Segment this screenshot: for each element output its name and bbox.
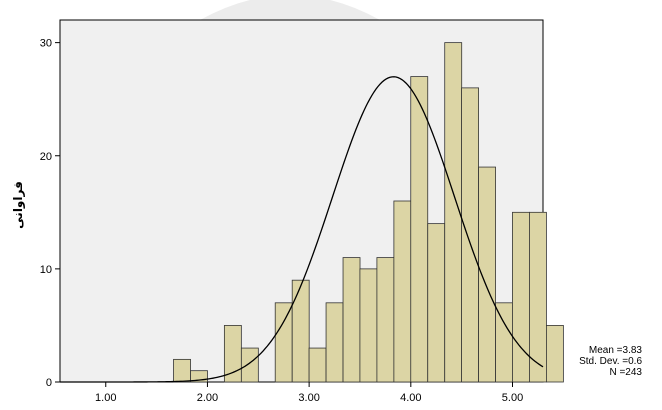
- plot-area-group: 0 10 20 30 1.00 2.00 3.00 4.00 5.00: [40, 19, 564, 404]
- histogram-bar: [461, 87, 479, 383]
- histogram-bar: [427, 223, 446, 383]
- histogram-bar: [274, 302, 293, 383]
- histogram-bar: [190, 370, 208, 383]
- histogram-bar: [325, 302, 344, 383]
- histogram-bar: [410, 76, 429, 383]
- x-tick-label: 3.00: [298, 392, 319, 404]
- mean-label: Mean =3.83: [588, 345, 642, 356]
- std-dev-label: Std. Dev. =0.6: [579, 356, 642, 367]
- y-tick-label: 10: [40, 264, 52, 276]
- histogram-bar: [223, 325, 242, 383]
- n-label: N =243: [609, 367, 642, 378]
- normal-curve: [60, 76, 544, 383]
- histogram-bar: [512, 211, 530, 383]
- y-tick-label: 20: [40, 151, 52, 163]
- y-axis-label-container: فراوانی: [5, 150, 31, 260]
- histogram-bar: [308, 347, 327, 383]
- y-axis-label: فراوانی: [11, 181, 25, 229]
- histogram-bar: [342, 257, 361, 383]
- histogram-bar: [359, 268, 378, 383]
- x-tick-label: 5.00: [502, 392, 523, 404]
- histogram-bar: [495, 302, 513, 383]
- x-tick-label: 2.00: [197, 392, 218, 404]
- histogram-bar: [529, 211, 547, 383]
- histogram-bar: [240, 347, 259, 383]
- y-tick-label: 30: [40, 38, 52, 50]
- histogram-bar: [478, 166, 496, 383]
- histogram-bar: [291, 279, 310, 383]
- histogram-bar: [393, 200, 412, 383]
- stats-legend: Mean =3.83 Std. Dev. =0.6 N =243: [579, 345, 642, 378]
- x-tick-label: 4.00: [400, 392, 421, 404]
- x-tick-label: 1.00: [95, 392, 116, 404]
- histogram-bar: [376, 257, 395, 383]
- histogram-bar: [546, 325, 564, 383]
- y-tick-label: 0: [46, 377, 52, 389]
- histogram-bar: [173, 358, 191, 383]
